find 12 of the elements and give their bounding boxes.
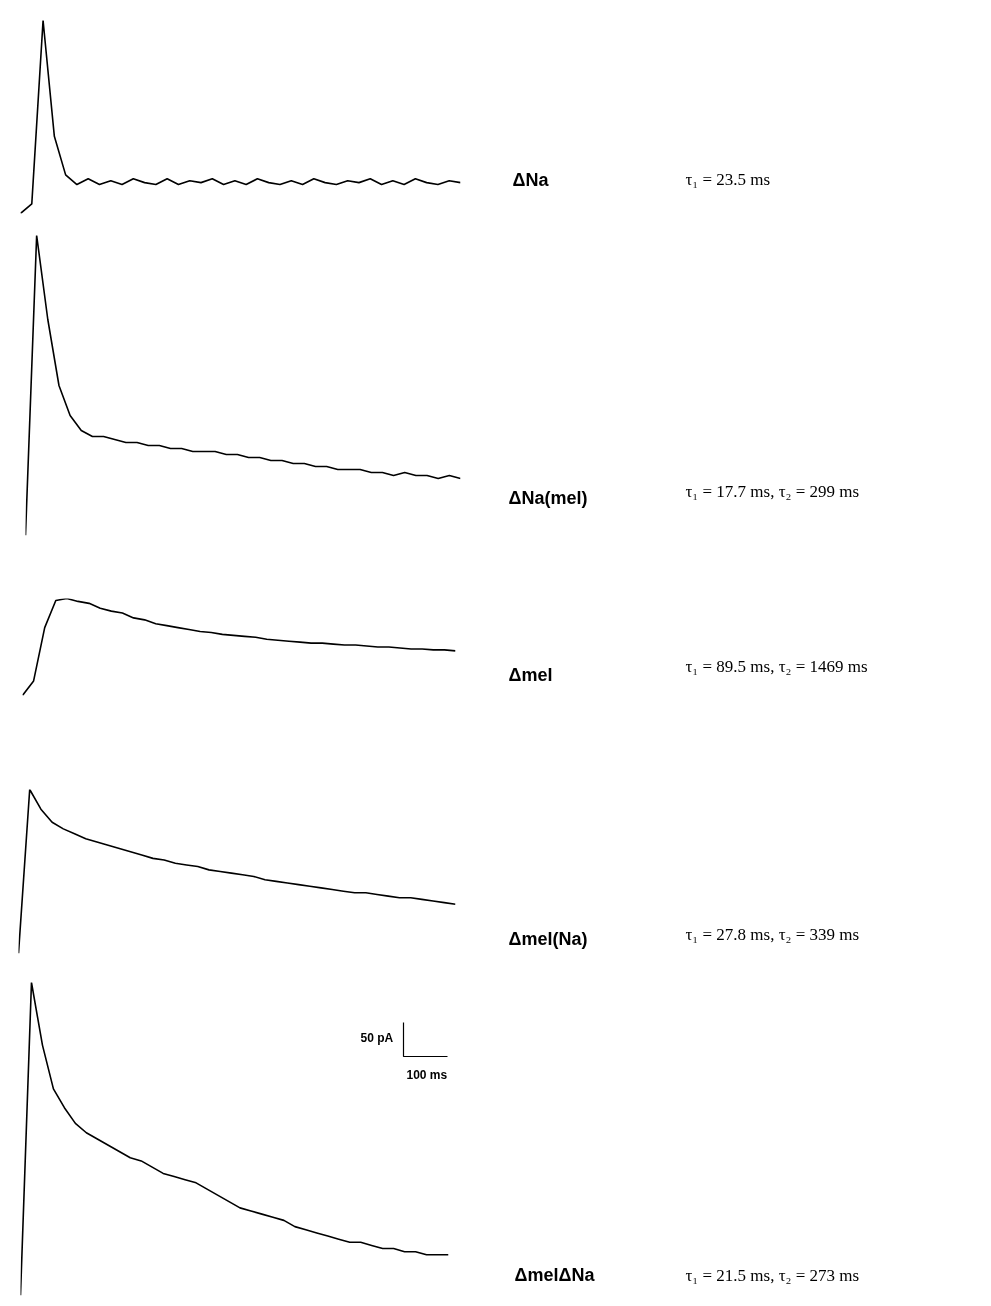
annotation: 50 pA <box>360 1030 394 1045</box>
text: ΔNa <box>512 169 550 190</box>
text: τ₁ = 27.8 ms, τ₂ = 339 ms <box>685 924 860 944</box>
text: τ₁ = 21.5 ms, τ₂ = 273 ms <box>685 1265 860 1285</box>
text: τ₁ = 89.5 ms, τ₂ = 1469 ms <box>685 656 868 676</box>
text: τ₁ = 23.5 ms <box>685 170 771 190</box>
text: τ₁ = 17.7 ms, τ₂ = 299 ms <box>685 481 860 501</box>
text: Δmel(Na) <box>508 929 588 950</box>
annotation: 100 ms <box>406 1067 448 1082</box>
text: ΔmelΔNa <box>514 1265 596 1286</box>
text: Δmel <box>508 664 553 685</box>
text: ΔNa(mel) <box>508 488 588 509</box>
